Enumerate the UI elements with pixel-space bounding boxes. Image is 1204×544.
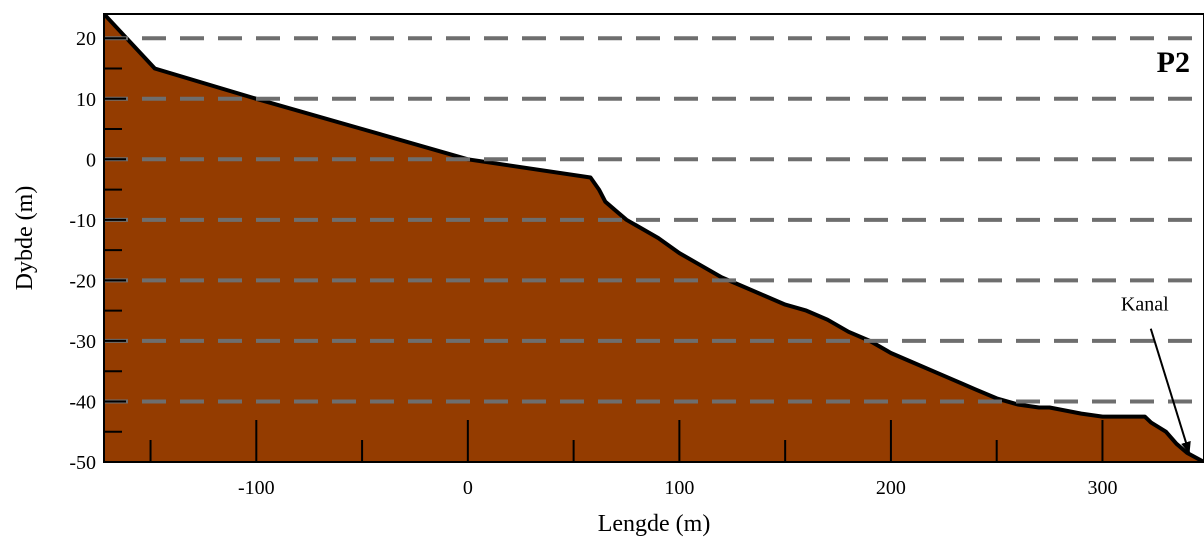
y-tick-label: 10 <box>76 89 96 111</box>
y-tick-label: -10 <box>69 210 96 232</box>
x-tick-label: 100 <box>664 477 694 499</box>
y-tick-label: -20 <box>69 270 96 292</box>
y-tick-label: -30 <box>69 331 96 353</box>
plot-frame <box>103 13 1204 463</box>
x-tick-label: -100 <box>238 477 275 499</box>
x-tick-label: 200 <box>876 477 906 499</box>
y-tick-label: -40 <box>69 391 96 413</box>
y-axis-title: Dybde (m) <box>12 186 38 291</box>
x-tick-label: 0 <box>463 477 473 499</box>
y-tick-label: -50 <box>69 452 96 474</box>
annotation-arrow <box>1149 328 1191 454</box>
annotation-text: Kanal <box>1121 294 1169 316</box>
y-tick-label: 0 <box>86 149 96 171</box>
x-axis-title: Lengde (m) <box>598 511 711 537</box>
kanal-annotation: Kanal <box>1121 294 1191 454</box>
plot-area <box>104 14 1204 462</box>
panel-label: P2 <box>1157 46 1190 79</box>
x-tick-label: 300 <box>1087 477 1117 499</box>
y-axis-ticks: 20 10 0 -10 -20 -30 -40 -50 <box>69 28 126 474</box>
seabed-profile-area <box>104 14 1204 462</box>
seabed-profile-line <box>104 14 1204 462</box>
x-axis-ticks: -100 0 100 200 300 <box>149 420 1117 499</box>
y-tick-label: 20 <box>76 28 96 50</box>
grid-lines <box>104 36 1204 404</box>
